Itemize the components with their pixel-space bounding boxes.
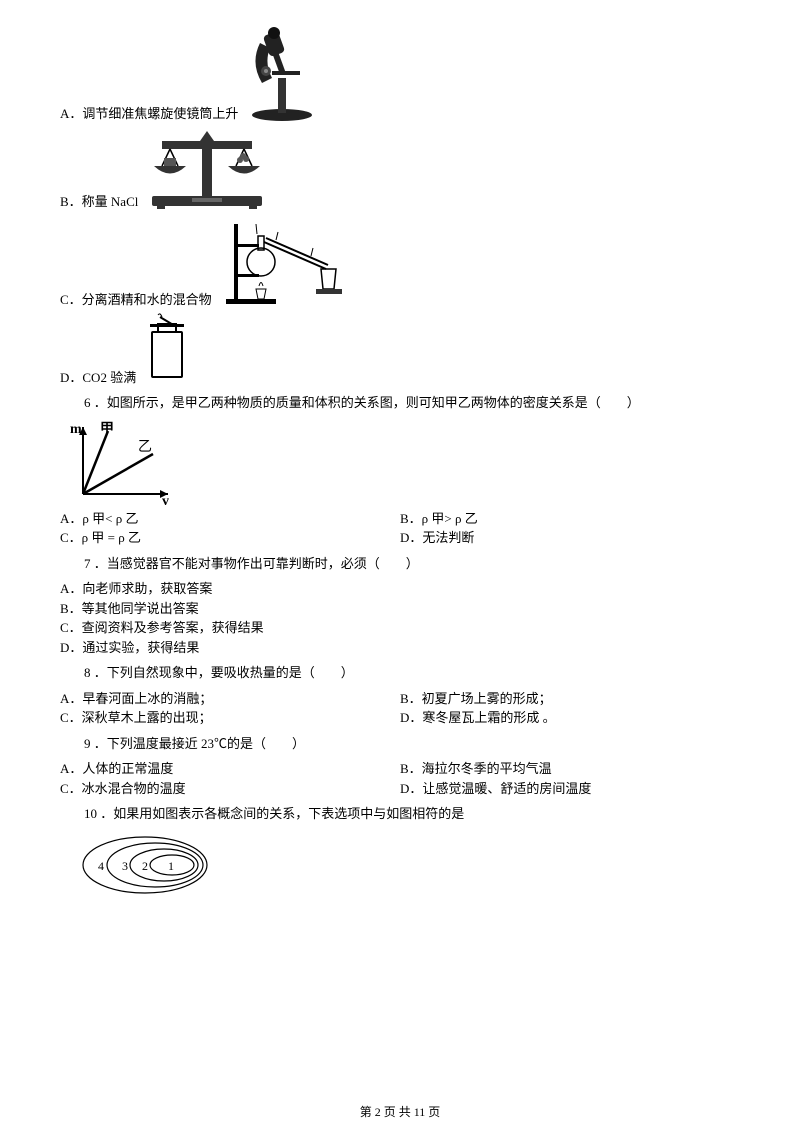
axis-m-label: m — [70, 422, 82, 437]
q9-opt-d[interactable]: D．让感觉温暖、舒适的房间温度 — [400, 779, 740, 799]
q5-option-d[interactable]: D．CO2 验满 — [60, 312, 740, 387]
co2-bottle-image — [140, 312, 200, 387]
q5-opt-b-text: B．称量 NaCl — [60, 192, 138, 212]
q6-opt-a[interactable]: A．ρ 甲< ρ 乙 — [60, 509, 400, 529]
microscope-image — [242, 23, 322, 123]
q10-venn-diagram: 4 3 2 1 — [80, 830, 740, 900]
balance-image — [142, 126, 272, 211]
footer-prefix: 第 — [360, 1105, 375, 1119]
venn-label-4: 4 — [98, 859, 104, 873]
q7-stem: 7 ．当感觉器官不能对事物作出可靠判断时，必须（ ） — [84, 554, 740, 574]
footer-total: 11 — [414, 1105, 426, 1119]
q8-stem: 8 ．下列自然现象中，要吸收热量的是（ ） — [84, 663, 740, 683]
q7-opt-b[interactable]: B．等其他同学说出答案 — [60, 599, 740, 619]
axis-v-label: v — [162, 494, 169, 509]
line-jia-label: 甲 — [100, 421, 114, 437]
q9-opt-a[interactable]: A．人体的正常温度 — [60, 759, 400, 779]
q5-option-b[interactable]: B．称量 NaCl — [60, 126, 740, 211]
q6-stem: 6 ．如图所示，是甲乙两种物质的质量和体积的关系图，则可知甲乙两物体的密度关系是… — [84, 393, 740, 413]
q5-opt-d-text: D．CO2 验满 — [60, 368, 136, 388]
q8-opt-a[interactable]: A．早春河面上冰的消融； — [60, 689, 400, 709]
line-yi-label: 乙 — [138, 439, 152, 455]
q5-option-a[interactable]: A．调节细准焦螺旋使镜筒上升 — [60, 23, 740, 123]
q7-opt-c[interactable]: C．查阅资料及参考答案，获得结果 — [60, 618, 740, 638]
q6-opt-b[interactable]: B．ρ 甲> ρ 乙 — [400, 509, 740, 529]
q8-opt-d[interactable]: D．寒冬屋瓦上霜的形成 。 — [400, 708, 740, 728]
footer-suffix: 页 — [425, 1105, 440, 1119]
q7-opt-d[interactable]: D．通过实验，获得结果 — [60, 638, 740, 658]
distillation-image — [216, 214, 366, 309]
q8-opt-b[interactable]: B．初夏广场上雾的形成； — [400, 689, 740, 709]
venn-label-3: 3 — [122, 859, 128, 873]
q6-graph: m 甲 乙 v — [68, 419, 740, 509]
q6-opt-d[interactable]: D．无法判断 — [400, 528, 740, 548]
footer-mid: 页 共 — [381, 1105, 414, 1119]
page-footer: 第 2 页 共 11 页 — [0, 1103, 800, 1120]
q10-stem: 10 ．如果用如图表示各概念间的关系，下表选项中与如图相符的是 — [84, 804, 740, 824]
q5-option-c[interactable]: C．分离酒精和水的混合物 — [60, 214, 740, 309]
q5-opt-a-text: A．调节细准焦螺旋使镜筒上升 — [60, 104, 238, 124]
q9-stem: 9 ．下列温度最接近 23℃的是（ ） — [84, 734, 740, 754]
q5-opt-c-text: C．分离酒精和水的混合物 — [60, 290, 212, 310]
venn-label-2: 2 — [142, 859, 148, 873]
venn-label-1: 1 — [168, 859, 174, 873]
q7-opt-a[interactable]: A．向老师求助，获取答案 — [60, 579, 740, 599]
q9-opt-b[interactable]: B．海拉尔冬季的平均气温 — [400, 759, 740, 779]
q9-opt-c[interactable]: C．冰水混合物的温度 — [60, 779, 400, 799]
q8-opt-c[interactable]: C．深秋草木上露的出现； — [60, 708, 400, 728]
q6-opt-c[interactable]: C．ρ 甲 = ρ 乙 — [60, 528, 400, 548]
